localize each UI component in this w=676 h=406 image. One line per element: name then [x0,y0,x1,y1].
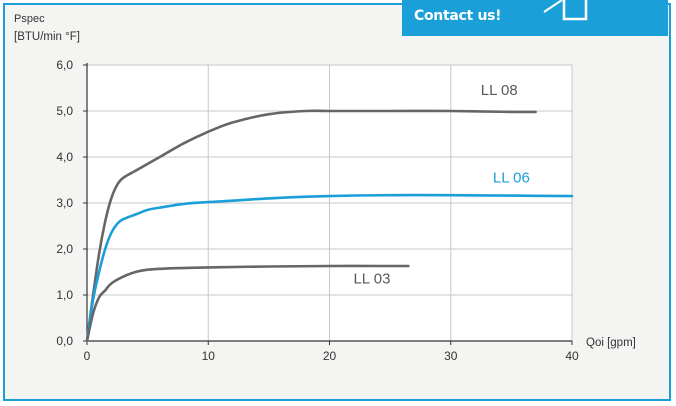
x-tick-label: 10 [202,349,216,363]
series-label-ll-08: LL 08 [481,82,518,99]
series-line-ll-08 [85,109,537,343]
y-tick-label: 3,0 [56,196,73,210]
x-tick-label: 40 [565,349,579,363]
y-tick-label: 4,0 [56,150,73,164]
y-tick-label: 0,0 [56,334,73,348]
series-label-ll-06: LL 06 [493,169,530,186]
y-axis-unit: [BTU/min °F] [14,31,80,43]
series-line-ll-06 [85,193,574,343]
y-axis-label: Pspec [14,13,45,25]
y-tick-label: 5,0 [56,104,73,118]
x-axis-label: Qoi [gpm] [586,337,636,349]
x-tick-label: 0 [84,349,91,363]
y-tick-label: 1,0 [56,288,73,302]
series-label-ll-03: LL 03 [353,271,390,288]
x-tick-label: 20 [323,349,337,363]
series-line-ll-03 [85,264,410,343]
x-tick-label: 30 [444,349,458,363]
chart-labels: 0 10 20 30 40 0,0 1,0 2,0 3,0 4,0 5,0 6,0 LL 08 LL 06… [56,58,579,363]
contact-banner[interactable]: Contact us! [402,0,668,36]
window-icon [543,0,588,21]
series-layer [85,109,574,343]
y-tick-label: 6,0 [56,58,73,72]
contact-us-label[interactable]: Contact us! [414,8,502,24]
grid-lines [87,64,573,341]
y-tick-label: 2,0 [56,242,73,256]
